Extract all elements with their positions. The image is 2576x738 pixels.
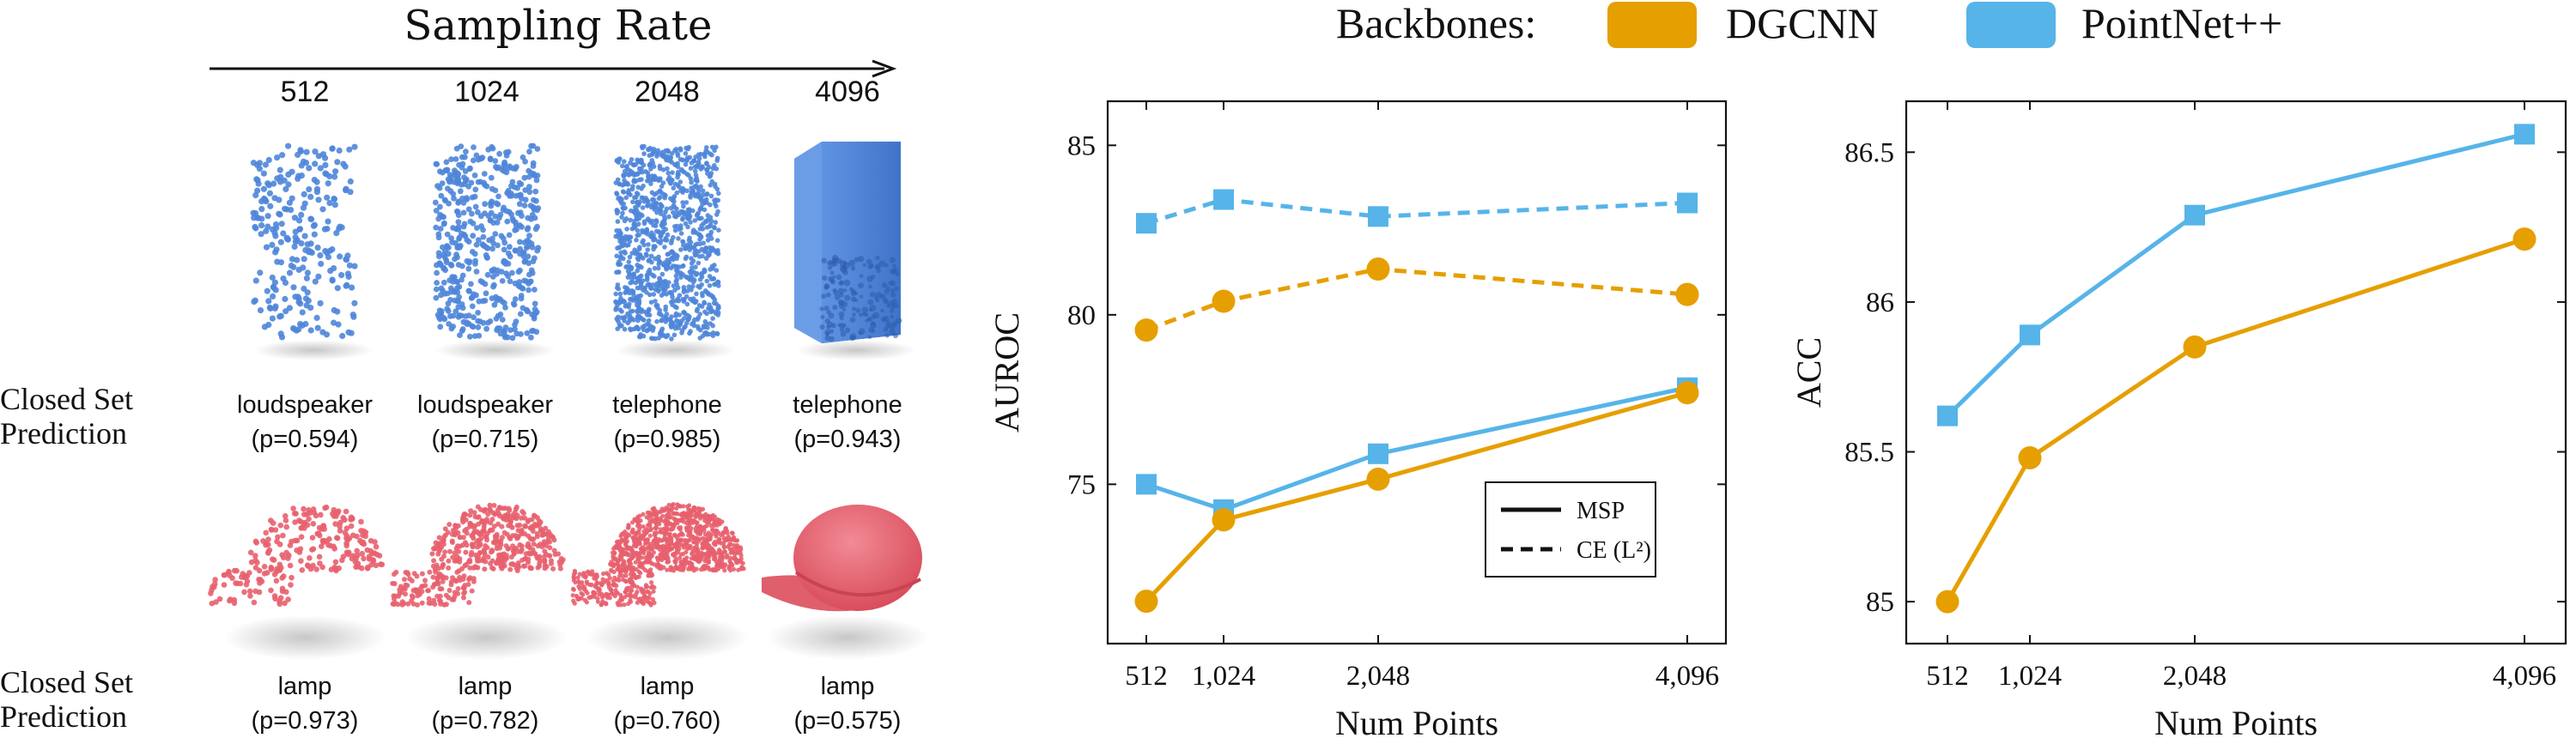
data-point-circle [1675, 381, 1699, 405]
legend-swatch-pointnet [1966, 2, 2056, 48]
data-point-circle [1134, 590, 1158, 614]
style-legend-label: MSP [1577, 498, 1625, 524]
box-cloud-2048 [613, 143, 736, 360]
x-tick-label: 2,048 [1346, 661, 1410, 692]
x-tick-label: 1,024 [1192, 661, 1255, 692]
plot-frame [1905, 100, 2567, 645]
box-cloud-512 [250, 142, 374, 360]
x-axis-label: Num Points [1335, 704, 1498, 738]
sampling-rate-4096: 4096 [815, 76, 880, 108]
series-line-dgcnn-msp [1145, 390, 1688, 603]
prediction-box-1024: loudspeaker (p=0.715) [417, 391, 553, 453]
cap-cloud-4096 [762, 505, 929, 660]
data-point-square [2020, 324, 2040, 346]
y-tick-label: 85.5 [1844, 438, 1894, 469]
point-cloud-row-cap [208, 502, 929, 660]
point-cloud-row-box [250, 142, 916, 360]
data-point-circle [1366, 257, 1390, 281]
y-tick-label: 86.5 [1844, 137, 1894, 168]
prediction-box-512: loudspeaker (p=0.594) [237, 391, 373, 453]
box-cloud-4096 [794, 142, 916, 360]
sampling-rate-title: Sampling Rate [404, 2, 713, 50]
box-cloud-1024 [432, 142, 556, 360]
style-legend-label: CE (L²) [1577, 537, 1651, 564]
legend-swatch-dgcnn [1607, 2, 1697, 48]
data-point-circle [1675, 282, 1699, 306]
y-axis-label: ACC [1789, 337, 1828, 408]
series-line-pointnet- [1946, 131, 2525, 418]
prediction-box-4096: telephone (p=0.943) [793, 391, 902, 453]
data-point-circle [2512, 227, 2537, 251]
y-tick-label: 75 [1067, 469, 1096, 500]
series-line-dgcnn [1945, 237, 2525, 603]
data-point-circle [1134, 318, 1158, 342]
sampling-rate-2048: 2048 [635, 76, 700, 108]
auroc-chart: 75 80 85 512 1,024 2,048 4,096 Num Points AUROC M… [987, 100, 1728, 738]
x-tick-label: 1,024 [1998, 661, 2062, 692]
legend-title: Backbones: [1336, 0, 1537, 47]
data-point-square [1136, 213, 1157, 234]
cap-cloud-512 [208, 504, 386, 660]
prediction-cap-2048: lamp (p=0.760) [613, 673, 721, 735]
data-point-square [1368, 206, 1388, 227]
sampling-rate-1024: 1024 [454, 76, 519, 108]
cap-cloud-2048 [570, 502, 749, 660]
prediction-cap-1024: lamp (p=0.782) [431, 673, 539, 735]
data-point-circle [2018, 446, 2042, 470]
series-line-pointnet-ce-l- [1145, 197, 1688, 226]
y-axis-label: AUROC [987, 312, 1026, 433]
x-tick-label: 2,048 [2163, 661, 2227, 692]
x-tick-label: 512 [1125, 661, 1168, 692]
series-line-dgcnn-ce-l- [1145, 267, 1688, 332]
y-tick-label: 80 [1067, 300, 1096, 331]
sampling-rate-arrow [210, 59, 897, 78]
prediction-cap-4096: lamp (p=0.575) [793, 673, 902, 735]
x-tick-label: 4,096 [1656, 661, 1719, 692]
x-tick-label: 4,096 [2493, 661, 2556, 692]
plot-frame [1106, 100, 1728, 645]
data-point-square [1368, 443, 1388, 464]
prediction-box-2048: telephone (p=0.985) [612, 391, 722, 453]
data-point-circle [2183, 335, 2207, 359]
data-point-square [2514, 124, 2535, 145]
row-label-2: Closed Set Prediction [0, 665, 134, 734]
legend-label-pointnet: PointNet++ [2081, 0, 2283, 47]
data-point-square [1937, 405, 1958, 426]
y-tick-label: 85 [1067, 130, 1096, 161]
data-point-square [1136, 474, 1157, 495]
cap-cloud-1024 [390, 502, 568, 660]
data-point-square [1213, 189, 1234, 210]
y-tick-label: 86 [1866, 287, 1894, 318]
x-tick-label: 512 [1926, 661, 1969, 692]
legend-label-dgcnn: DGCNN [1726, 0, 1879, 47]
y-tick-label: 85 [1866, 587, 1894, 618]
x-axis-label: Num Points [2154, 704, 2318, 738]
data-point-circle [1366, 467, 1390, 491]
data-point-square [2184, 204, 2205, 226]
series-line-pointnet-msp [1145, 385, 1688, 512]
data-point-square [1677, 192, 1698, 214]
row-label-1: Closed Set Prediction [0, 382, 134, 451]
prediction-cap-512: lamp (p=0.973) [251, 673, 359, 735]
style-legend-box [1485, 481, 1656, 578]
sampling-rate-512: 512 [280, 76, 330, 108]
data-point-circle [1212, 508, 1236, 532]
data-point-circle [1212, 289, 1236, 313]
data-point-circle [1935, 590, 1959, 614]
acc-chart: 85 85.5 86 86.5 512 1,024 2,048 4,096 Num Points… [1789, 100, 2567, 738]
